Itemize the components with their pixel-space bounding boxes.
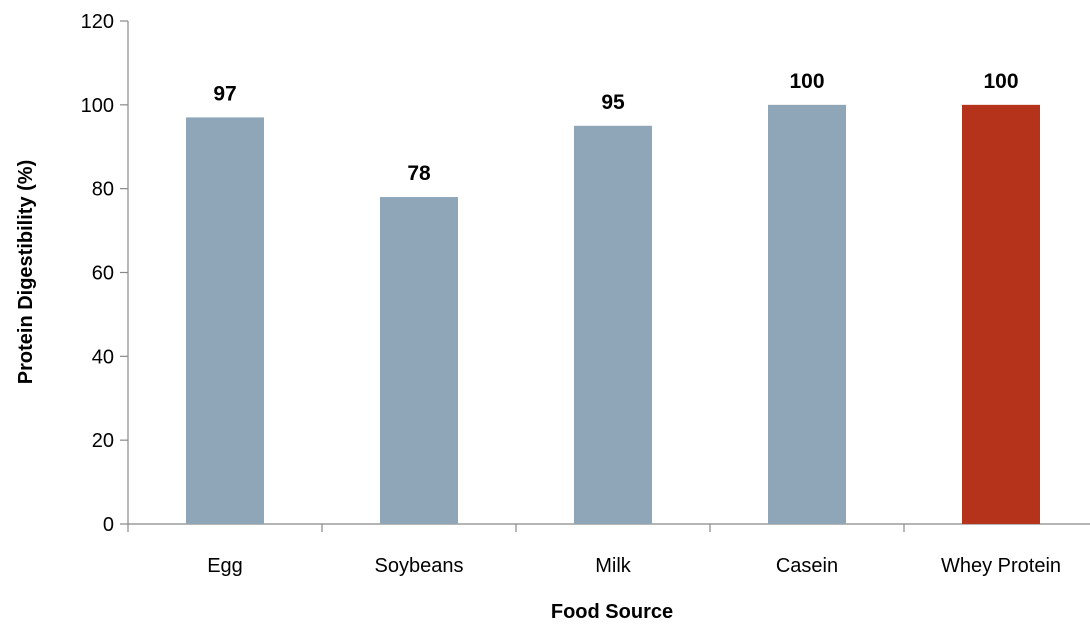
x-axis-title: Food Source	[551, 601, 673, 623]
bar-value-label: 95	[601, 91, 625, 114]
bars	[186, 104, 1040, 525]
y-axis: 0 20 40 60 80 100 120	[81, 11, 129, 536]
data-labels: 97 78 95 100 100	[213, 70, 1018, 185]
bar-soybeans	[380, 197, 458, 525]
bar-egg	[186, 117, 264, 525]
y-tick-label: 120	[81, 11, 114, 33]
bar-milk	[574, 125, 652, 525]
y-tick-label: 80	[92, 179, 114, 201]
x-tick-label: Soybeans	[375, 555, 464, 577]
y-tick-label: 40	[92, 346, 114, 368]
x-tick-label: Egg	[207, 555, 243, 577]
bar-value-label: 78	[407, 162, 431, 185]
x-tick-label: Casein	[776, 555, 838, 577]
y-tick-label: 60	[92, 263, 114, 285]
bar-casein	[768, 104, 846, 524]
y-tick-label: 100	[81, 95, 114, 117]
bar-value-label: 97	[213, 82, 236, 105]
y-axis-title: Protein Digestibility (%)	[15, 160, 37, 384]
bar-value-label: 100	[983, 70, 1018, 93]
x-tick-label: Whey Protein	[941, 555, 1061, 577]
x-axis: Egg Soybeans Milk Casein Whey Protein	[127, 523, 1090, 577]
y-tick-label: 20	[92, 430, 114, 452]
bar-value-label: 100	[789, 70, 824, 93]
x-tick-label: Milk	[595, 555, 632, 577]
y-tick-label: 0	[103, 514, 114, 536]
bar-whey-protein	[962, 104, 1040, 524]
